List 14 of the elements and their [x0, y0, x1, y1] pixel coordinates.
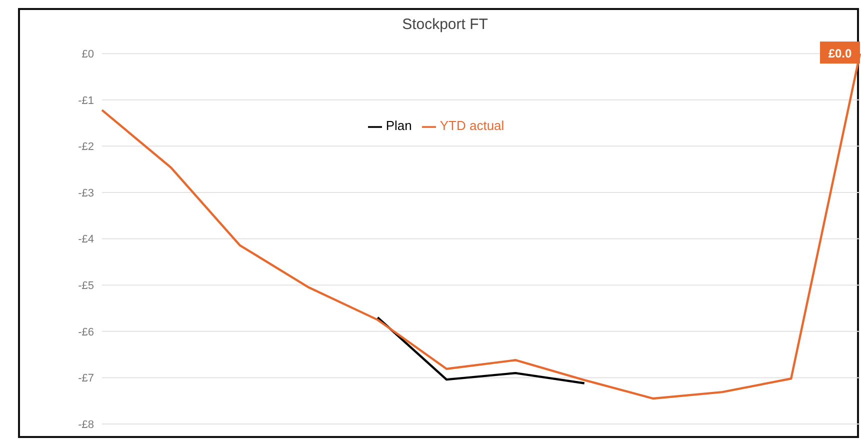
legend-label: Plan — [386, 118, 412, 133]
y-tick-label: -£4 — [78, 234, 94, 246]
line-series — [376, 316, 586, 384]
data-label: £0.0 — [828, 46, 852, 61]
y-tick-label: -£1 — [78, 94, 94, 107]
y-tick-label: -£3 — [78, 187, 94, 200]
y-tick-label: -£7 — [78, 372, 94, 385]
chart-title: Stockport FT — [401, 16, 489, 33]
legend-label: YTD actual — [440, 118, 504, 133]
y-tick-label: -£6 — [78, 326, 94, 338]
y-tick-label: -£2 — [78, 141, 94, 154]
y-tick-label: -£5 — [78, 280, 94, 292]
y-tick-label: £0 — [82, 48, 94, 60]
y-tick-label: -£8 — [78, 418, 94, 431]
